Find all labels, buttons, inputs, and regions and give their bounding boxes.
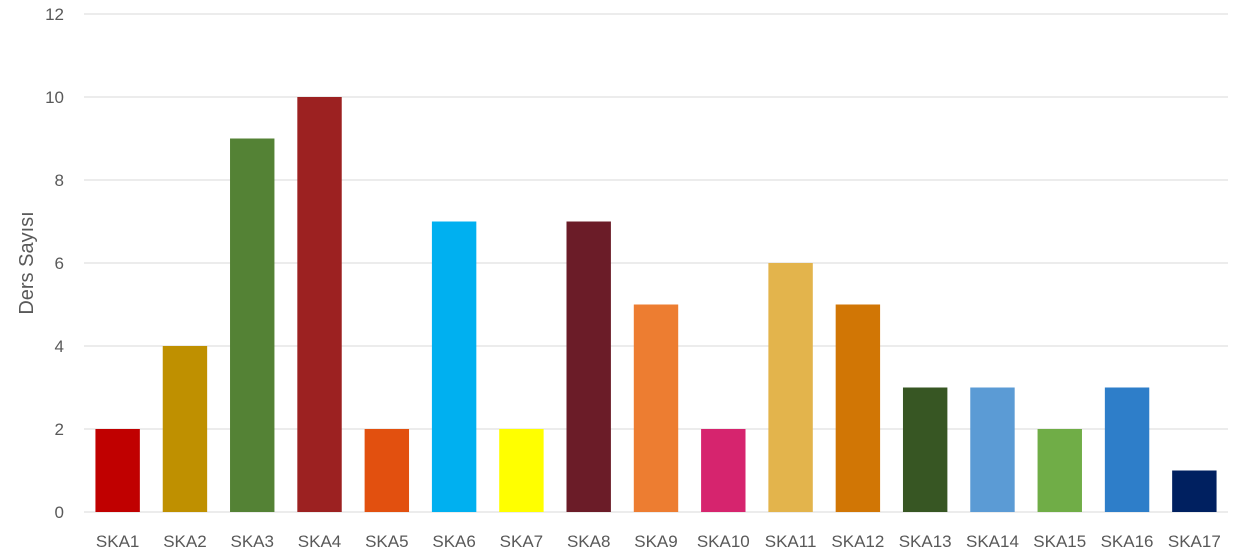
x-tick-label: SKA7 — [500, 532, 543, 551]
x-tick-label: SKA11 — [765, 532, 817, 551]
bar-ska4 — [297, 97, 342, 512]
x-tick-label: SKA17 — [1168, 532, 1221, 551]
bar-ska15 — [1037, 429, 1082, 512]
bar-ska12 — [835, 304, 881, 512]
y-tick-label: 4 — [55, 337, 64, 356]
bar-ska17 — [1172, 470, 1217, 512]
bar-ska16 — [1104, 387, 1150, 512]
x-tick-label: SKA9 — [634, 532, 677, 551]
y-tick-label: 0 — [55, 503, 64, 522]
bar-ska5 — [364, 429, 410, 512]
bar-ska9 — [633, 304, 679, 512]
x-tick-label: SKA2 — [163, 532, 206, 551]
bars — [95, 97, 1217, 512]
y-tick-label: 8 — [55, 171, 64, 190]
bar-ska7 — [499, 429, 544, 512]
x-tick-label: SKA5 — [365, 532, 408, 551]
y-axis-title: Ders Sayısı — [16, 211, 38, 314]
bar-ska14 — [970, 387, 1015, 512]
x-axis-ticks: SKA1 SKA2 SKA3 SKA4 SKA5 SKA6 SKA7 SKA8 SKA9 SKA1… — [96, 532, 1221, 551]
y-tick-label: 12 — [45, 5, 64, 24]
y-tick-label: 6 — [55, 254, 64, 273]
x-tick-label: SKA10 — [697, 532, 750, 551]
x-tick-label: SKA13 — [899, 532, 952, 551]
x-tick-label: SKA6 — [432, 532, 475, 551]
y-axis-ticks: 0 2 4 6 8 10 12 — [45, 5, 64, 522]
bar-ska6 — [431, 221, 477, 512]
bar-ska3 — [230, 138, 275, 512]
bar-ska11 — [768, 263, 813, 512]
bar-ska8 — [566, 221, 611, 512]
x-tick-label: SKA14 — [966, 532, 1019, 551]
x-tick-label: SKA16 — [1101, 532, 1154, 551]
bar-ska2 — [162, 346, 208, 512]
x-tick-label: SKA4 — [298, 532, 341, 551]
bar-ska10 — [701, 429, 746, 512]
x-tick-label: SKA1 — [96, 532, 139, 551]
y-tick-label: 2 — [55, 420, 64, 439]
y-tick-label: 10 — [45, 88, 64, 107]
bar-ska13 — [902, 387, 948, 512]
x-tick-label: SKA15 — [1033, 532, 1086, 551]
x-tick-label: SKA12 — [831, 532, 884, 551]
bar-ska1 — [95, 429, 140, 512]
x-tick-label: SKA3 — [230, 532, 273, 551]
x-tick-label: SKA8 — [567, 532, 610, 551]
